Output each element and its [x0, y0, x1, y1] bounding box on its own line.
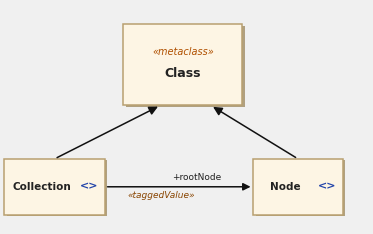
FancyBboxPatch shape — [256, 161, 345, 216]
Text: <>: <> — [318, 182, 336, 192]
FancyBboxPatch shape — [123, 24, 242, 105]
FancyBboxPatch shape — [253, 159, 342, 215]
Text: «metaclass»: «metaclass» — [152, 47, 214, 57]
FancyBboxPatch shape — [4, 159, 105, 215]
Text: <>: <> — [80, 182, 98, 192]
Text: «taggedValue»: «taggedValue» — [128, 191, 195, 200]
FancyBboxPatch shape — [126, 26, 245, 107]
Text: Class: Class — [164, 67, 201, 80]
Text: Collection: Collection — [12, 182, 71, 192]
Text: +rootNode: +rootNode — [172, 173, 222, 182]
Text: Node: Node — [270, 182, 300, 192]
FancyBboxPatch shape — [7, 161, 107, 216]
